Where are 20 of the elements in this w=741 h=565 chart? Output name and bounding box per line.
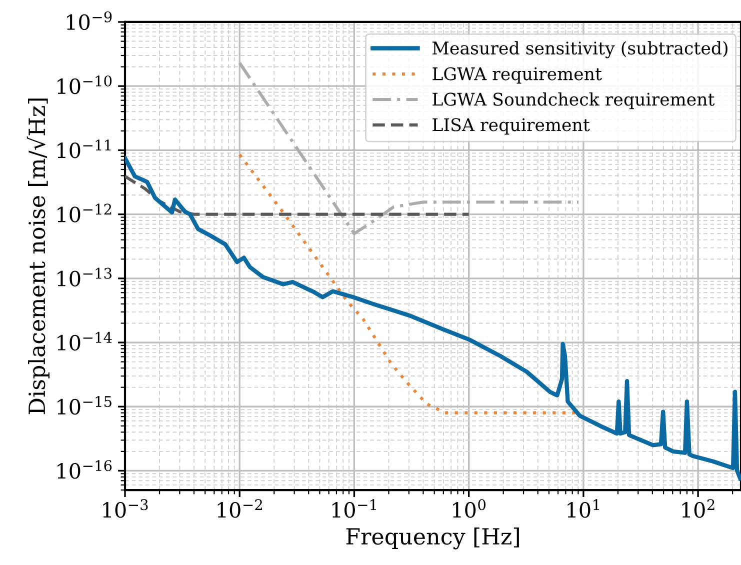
y-tick-label: 10$^{−15}$ bbox=[58, 396, 112, 415]
legend-label: Measured sensitivity (subtracted) bbox=[432, 41, 728, 58]
y-tick-label: 10$^{−12}$ bbox=[58, 204, 112, 222]
y-tick-label: 10$^{−10}$ bbox=[58, 75, 112, 94]
y-tick-label: 10$^{−13}$ bbox=[58, 268, 112, 286]
x-tick-label: 10$^{−2}$ bbox=[218, 499, 262, 518]
y-tick-label: 10$^{−11}$ bbox=[58, 140, 110, 158]
legend-label: LGWA Soundcheck requirement bbox=[432, 92, 715, 110]
x-tick-label: 10$^{−3}$ bbox=[103, 499, 148, 518]
x-tick-label: 10$^{1}$ bbox=[568, 499, 600, 518]
legend-label: LISA requirement bbox=[432, 118, 590, 135]
x-axis-title: Frequency [Hz] bbox=[346, 528, 519, 550]
y-tick-label: 10$^{−16}$ bbox=[58, 460, 112, 479]
y-tick-label: 10$^{−9}$ bbox=[66, 11, 112, 30]
y-tick-label: 10$^{−14}$ bbox=[58, 332, 112, 351]
x-tick-label: 10$^{0}$ bbox=[453, 499, 486, 518]
x-tick-label: 10$^{−1}$ bbox=[332, 499, 376, 518]
legend-label: LGWA requirement bbox=[432, 67, 602, 84]
y-axis-title: Displacement noise [m/√Hz] bbox=[26, 98, 50, 414]
x-tick-label: 10$^{2}$ bbox=[682, 499, 714, 518]
